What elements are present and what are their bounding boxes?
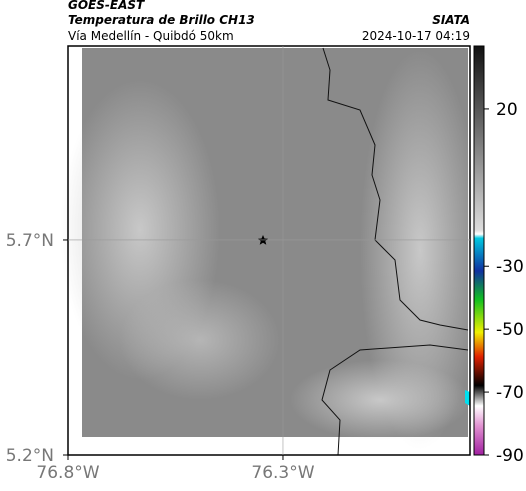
border: [321, 47, 469, 456]
source: SIATA: [432, 13, 470, 27]
colorbar-label: 20: [496, 100, 518, 120]
x-tick-label: 76.3°W: [251, 463, 314, 483]
timestamp: 2024-10-17 04:19: [362, 29, 470, 43]
colorbar-label: -90: [496, 446, 524, 466]
x-tick-label: 76.8°W: [36, 463, 99, 483]
subtitle: Temperatura de Brillo CH13: [68, 13, 255, 27]
colorbar-label: -30: [496, 257, 524, 277]
y-tick-label: 5.7°N: [6, 231, 54, 251]
y-tick-label: 5.2°N: [6, 446, 54, 466]
colorbar: [473, 45, 485, 456]
satellite-image: [60, 48, 480, 450]
colorbar-label: -50: [496, 320, 524, 340]
title: GOES-EAST: [68, 0, 145, 12]
map-frame: [67, 45, 471, 456]
region: Vía Medellín - Quibdó 50km: [68, 29, 234, 43]
colorbar-label: -70: [496, 383, 524, 403]
